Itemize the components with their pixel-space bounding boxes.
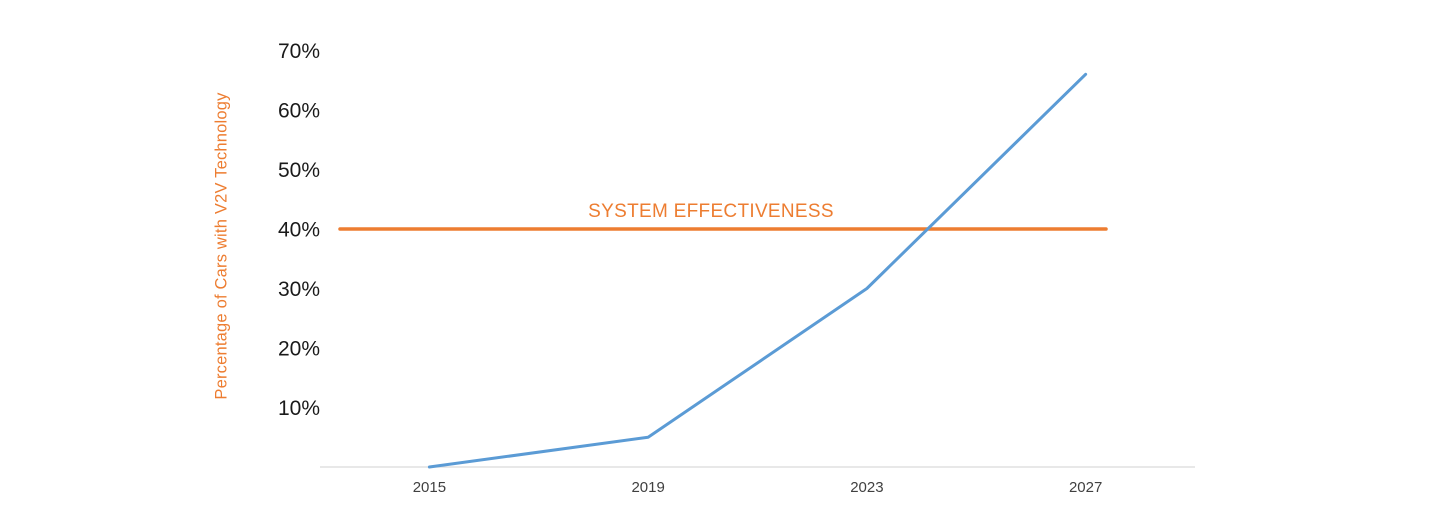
threshold-label: SYSTEM EFFECTIVENESS	[588, 201, 834, 222]
y-tick-label: 50%	[278, 159, 320, 182]
y-tick-label: 10%	[278, 397, 320, 420]
y-tick-label: 70%	[278, 40, 320, 63]
y-tick-label: 40%	[278, 219, 320, 242]
y-axis-title: Percentage of Cars with V2V Technology	[212, 92, 231, 400]
y-tick-label: 20%	[278, 338, 320, 361]
y-tick-label: 30%	[278, 278, 320, 301]
x-tick-label: 2023	[850, 479, 883, 496]
y-tick-label: 60%	[278, 100, 320, 123]
x-tick-label: 2027	[1069, 479, 1102, 496]
x-tick-label: 2019	[631, 479, 664, 496]
x-tick-label: 2015	[413, 479, 446, 496]
series-line	[427, 72, 1088, 469]
